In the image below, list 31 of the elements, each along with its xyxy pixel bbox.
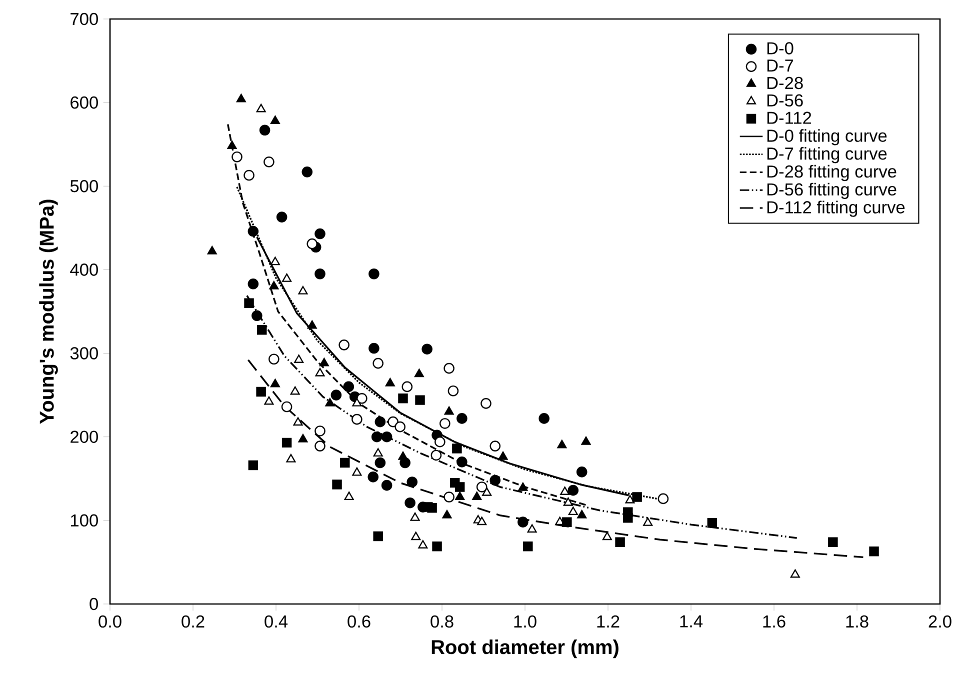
x-tick-label: 0.8 [430, 615, 454, 628]
y-tick-label: 600 [70, 96, 98, 109]
x-tick-label: 0.4 [264, 615, 288, 628]
y-tick-label: 300 [70, 347, 98, 360]
legend-label: D-7 [767, 60, 794, 72]
y-tick-label: 100 [71, 514, 98, 527]
legend-label: D-0 fitting curve [767, 129, 887, 146]
y-tick-label: 500 [70, 180, 98, 192]
x-axis-title: Root diameter (mm) [432, 639, 618, 658]
x-tick-label: 0.6 [348, 615, 370, 628]
legend-label: D-28 fitting curve [767, 164, 896, 182]
y-tick-label: 200 [70, 430, 98, 443]
legend-label: D-56 [767, 94, 803, 107]
legend-label: D-56 fitting curve [767, 182, 896, 199]
legend-label: D-112 [767, 112, 812, 124]
legend-label: D-28 [767, 76, 803, 90]
y-tick-label: 400 [70, 264, 98, 276]
x-tick-label: 1.0 [514, 615, 536, 628]
x-tick-label: 0.2 [182, 615, 204, 628]
x-tick-label: 1.4 [680, 615, 703, 628]
x-tick-label: 1.8 [846, 615, 868, 628]
y-tick-label: 0 [90, 598, 98, 610]
x-tick-label: 0.0 [98, 615, 122, 628]
legend-label: D-7 fitting curve [767, 147, 887, 164]
legend-label: D-0 [767, 42, 794, 54]
x-tick-label: 1.2 [597, 615, 620, 628]
x-tick-label: 1.6 [763, 615, 786, 628]
legend-label: D-112 fitting curve [767, 200, 905, 217]
y-axis-title: Young's modulus (MPa) [39, 200, 58, 424]
x-tick-label: 2.0 [928, 615, 952, 628]
y-tick-label: 700 [70, 12, 98, 26]
